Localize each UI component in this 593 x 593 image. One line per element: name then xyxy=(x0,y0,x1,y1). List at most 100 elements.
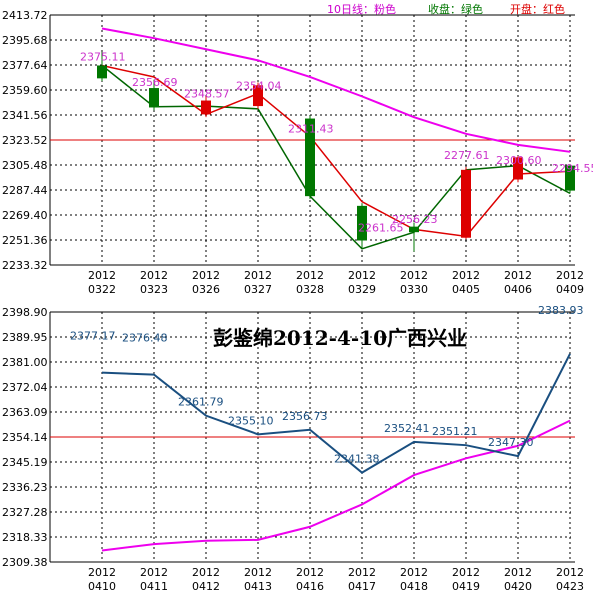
top-xtick-label-year: 2012 xyxy=(400,269,428,282)
chart-title: 彭鉴绵2012-4-10广西兴业 xyxy=(213,326,467,350)
bottom-data-label: 2352.41 xyxy=(384,422,430,435)
bottom-ytick-label: 2372.04 xyxy=(2,381,48,394)
candle-body xyxy=(97,65,107,79)
bottom-ytick-label: 2327.28 xyxy=(2,506,48,519)
candle-body xyxy=(149,88,159,108)
candle-body xyxy=(253,85,263,107)
candle-body xyxy=(305,118,315,197)
bottom-xtick-label-date: 0413 xyxy=(244,580,272,593)
top-xtick-label-year: 2012 xyxy=(296,269,324,282)
bottom-xtick-label-year: 2012 xyxy=(88,566,116,579)
bottom-ma10-line xyxy=(101,419,571,552)
legend-close: 收盘：绿色 xyxy=(428,2,483,16)
candle-body xyxy=(513,157,523,180)
bottom-close-line xyxy=(101,353,571,474)
bottom-ytick-label: 2389.95 xyxy=(2,331,48,344)
candle-body xyxy=(201,100,211,115)
top-xtick-label-date: 0328 xyxy=(296,283,324,296)
top-xtick-label-date: 0329 xyxy=(348,283,376,296)
bottom-ytick-label: 2345.19 xyxy=(2,456,48,469)
top-xtick-label-year: 2012 xyxy=(348,269,376,282)
bottom-xtick-label-year: 2012 xyxy=(452,566,480,579)
top-ytick-label: 2233.32 xyxy=(2,259,48,272)
top-data-label: 2356.69 xyxy=(132,76,178,89)
bottom-ytick-label: 2398.90 xyxy=(2,306,48,319)
top-data-label: 2375.11 xyxy=(80,51,126,64)
top-ytick-label: 2395.68 xyxy=(2,34,48,47)
bottom-xtick-label-date: 0412 xyxy=(192,580,220,593)
bottom-xtick-label-date: 0423 xyxy=(556,580,584,593)
bottom-ytick-label: 2336.23 xyxy=(2,481,48,494)
close-line xyxy=(101,64,571,250)
bottom-ytick-label: 2318.33 xyxy=(2,531,48,544)
bottom-xtick-label-date: 0417 xyxy=(348,580,376,593)
top-ytick-label: 2251.36 xyxy=(2,234,48,247)
top-ytick-label: 2413.72 xyxy=(2,9,48,22)
top-xtick-label-date: 0409 xyxy=(556,283,584,296)
top-data-label: 2261.65 xyxy=(358,221,404,234)
legend-ma: 10日线：粉色 xyxy=(327,2,396,16)
bottom-xtick-label-year: 2012 xyxy=(504,566,532,579)
bottom-ytick-label: 2381.00 xyxy=(2,356,48,369)
bottom-xtick-label-date: 0416 xyxy=(296,580,324,593)
top-xtick-label-date: 0326 xyxy=(192,283,220,296)
candle-body xyxy=(357,205,367,241)
bottom-xtick-label-year: 2012 xyxy=(296,566,324,579)
top-ytick-label: 2287.44 xyxy=(2,184,48,197)
candle-body xyxy=(461,169,471,238)
open-line xyxy=(101,64,571,238)
bottom-panel: 2398.90 2389.95 2381.00 2372.04 2363.09 2354.… xyxy=(2,304,584,593)
bottom-xtick-label-date: 0418 xyxy=(400,580,428,593)
bottom-xtick-label-year: 2012 xyxy=(556,566,584,579)
candle-body xyxy=(565,165,575,191)
bottom-data-label: 2356.73 xyxy=(282,410,328,423)
top-ytick-label: 2377.64 xyxy=(2,59,48,72)
bottom-data-label: 2361.79 xyxy=(178,396,224,409)
top-data-label: 2277.61 xyxy=(444,149,490,162)
top-xtick-label-date: 0322 xyxy=(88,283,116,296)
top-ytick-label: 2341.56 xyxy=(2,109,48,122)
top-xtick-label-year: 2012 xyxy=(192,269,220,282)
top-xtick-label-year: 2012 xyxy=(452,269,480,282)
top-ytick-label: 2305.48 xyxy=(2,159,48,172)
bottom-data-label: 2376.48 xyxy=(122,332,168,345)
top-ytick-label: 2359.60 xyxy=(2,84,48,97)
bottom-xtick-label-year: 2012 xyxy=(244,566,272,579)
bottom-data-label: 2383.93 xyxy=(538,304,584,317)
top-xtick-label-year: 2012 xyxy=(88,269,116,282)
bottom-ytick-label: 2309.38 xyxy=(2,556,48,569)
top-data-label: 2311.43 xyxy=(288,123,334,136)
bottom-data-label: 2355.10 xyxy=(228,414,274,427)
bottom-data-label: 2341.38 xyxy=(334,453,380,466)
bottom-xtick-label-year: 2012 xyxy=(348,566,376,579)
bottom-xtick-label-year: 2012 xyxy=(400,566,428,579)
bottom-xtick-label-year: 2012 xyxy=(140,566,168,579)
top-data-label: 2300.60 xyxy=(496,154,542,167)
top-data-label: 2348.57 xyxy=(184,87,230,100)
top-data-label: 2256.23 xyxy=(392,213,438,226)
bottom-xtick-label-date: 0411 xyxy=(140,580,168,593)
top-data-label: 2294.55 xyxy=(552,162,593,175)
bottom-data-label: 2377.17 xyxy=(70,330,116,343)
top-data-label: 2354.04 xyxy=(236,80,282,93)
bottom-xtick-label-year: 2012 xyxy=(192,566,220,579)
top-xtick-label-date: 0323 xyxy=(140,283,168,296)
top-ytick-label: 2269.40 xyxy=(2,209,48,222)
top-xtick-label-date: 0327 xyxy=(244,283,272,296)
top-xtick-label-date: 0330 xyxy=(400,283,428,296)
bottom-ytick-label: 2363.09 xyxy=(2,406,48,419)
legend-open: 开盘：红色 xyxy=(510,2,565,16)
bottom-xtick-label-date: 0420 xyxy=(504,580,532,593)
bottom-xtick-label-date: 0419 xyxy=(452,580,480,593)
top-xtick-label-year: 2012 xyxy=(244,269,272,282)
bottom-data-label: 2347.30 xyxy=(488,436,534,449)
bottom-data-label: 2351.21 xyxy=(432,425,478,438)
top-xtick-label-year: 2012 xyxy=(504,269,532,282)
top-ytick-label: 2323.52 xyxy=(2,134,48,147)
bottom-xtick-label-date: 0410 xyxy=(88,580,116,593)
bottom-ytick-label: 2354.14 xyxy=(2,431,48,444)
legend: 10日线：粉色 收盘：绿色 开盘：红色 xyxy=(327,2,565,16)
top-xtick-label-year: 2012 xyxy=(140,269,168,282)
